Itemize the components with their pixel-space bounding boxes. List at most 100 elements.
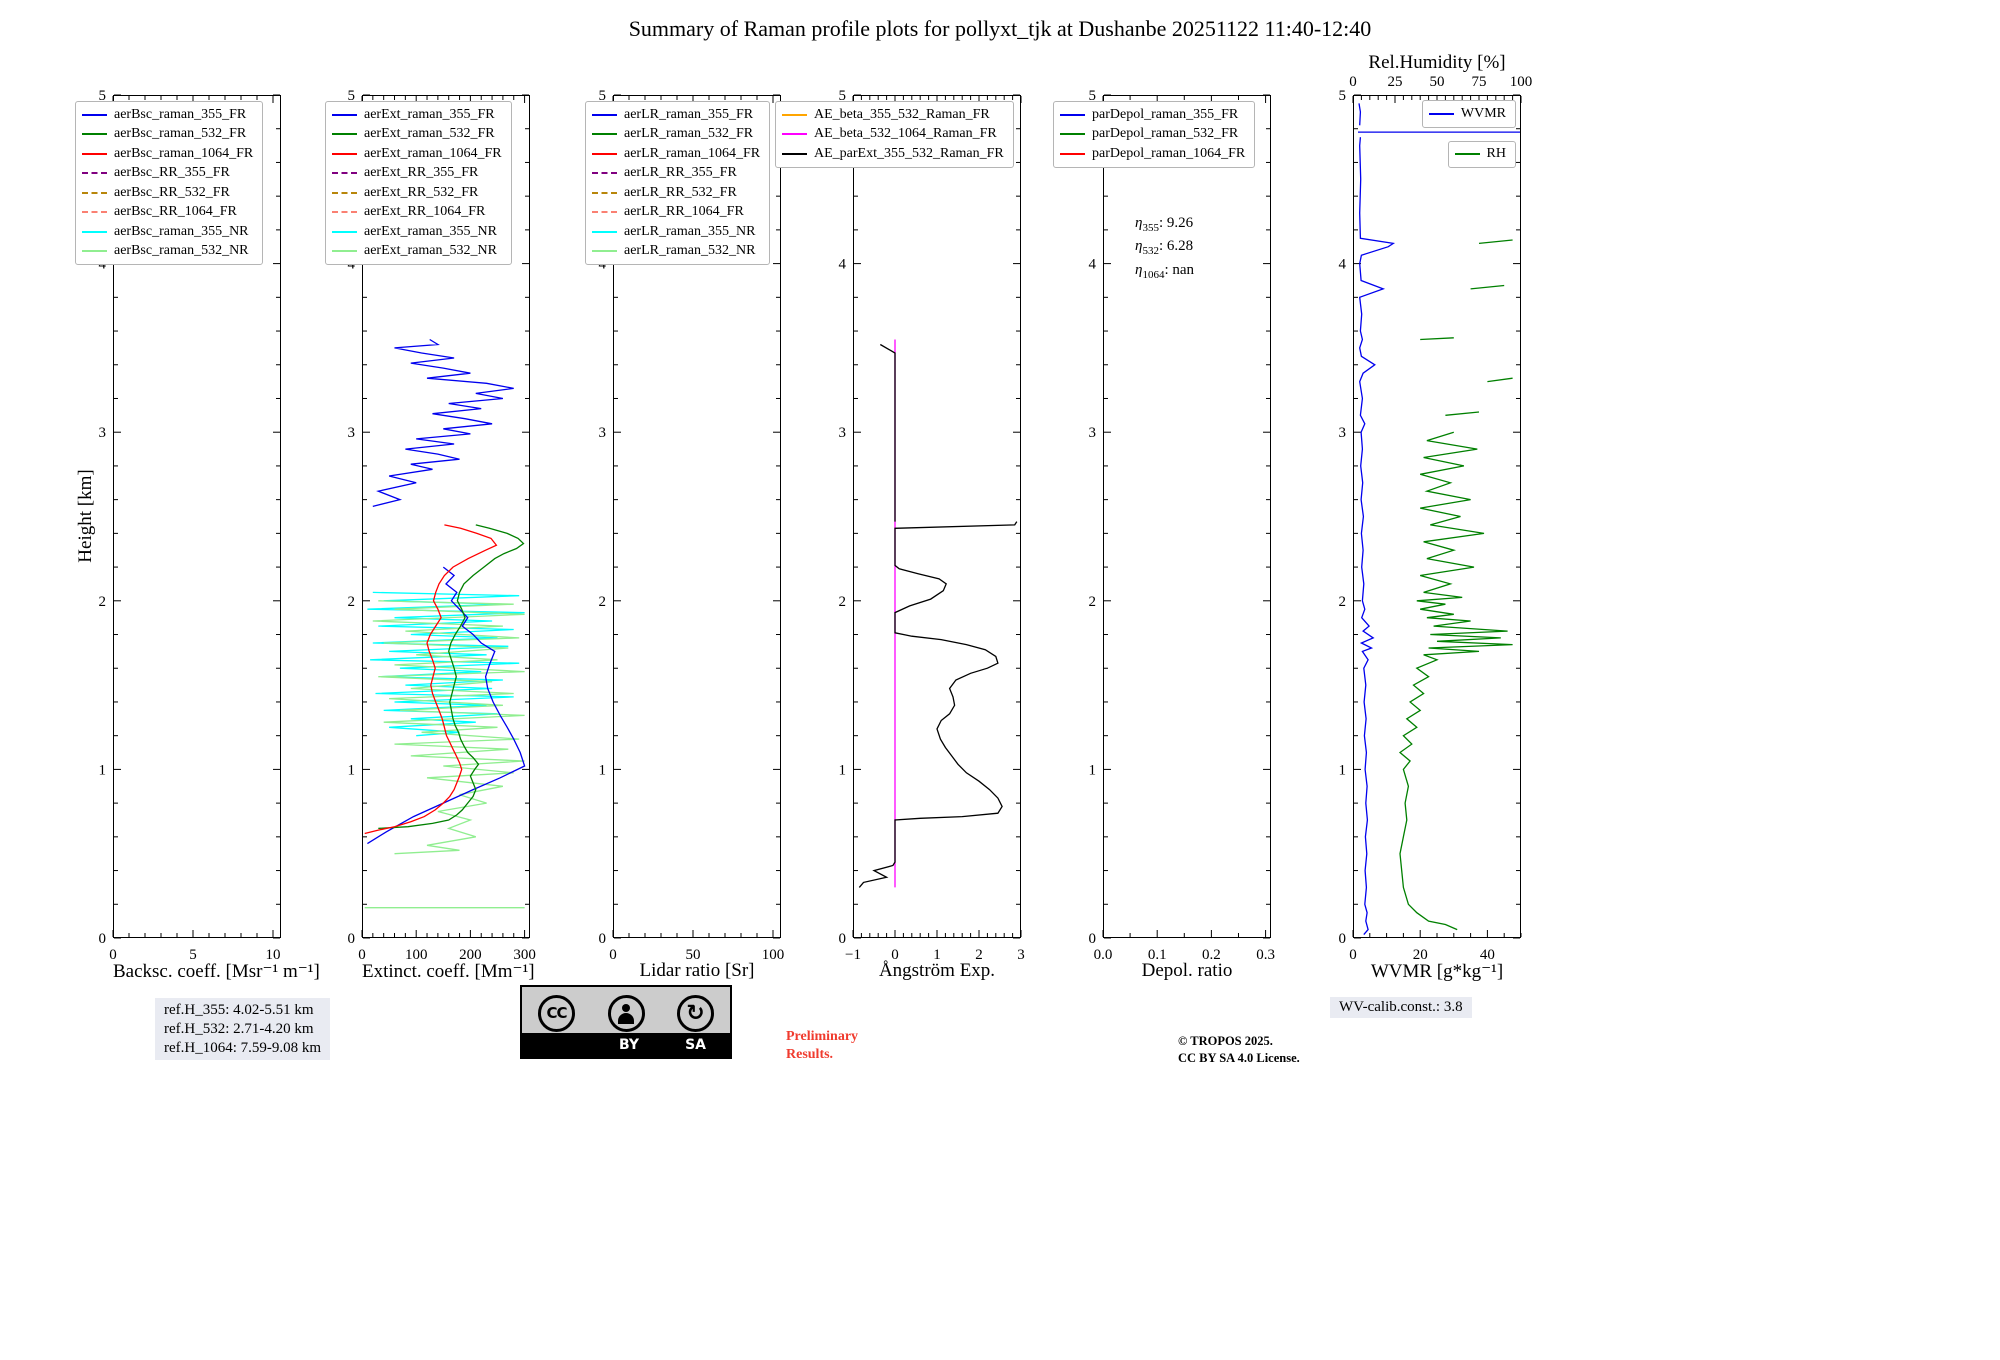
- y-tick-label: 2: [599, 594, 607, 610]
- x-tick-label: 0: [109, 947, 117, 963]
- legend-line-sample: [332, 250, 357, 253]
- x-tick-label: 100: [405, 947, 428, 963]
- legend-box: parDepol_raman_355_FR parDepol_raman_532_…: [1053, 101, 1256, 168]
- legend-line-sample: [1060, 133, 1085, 136]
- x-tick-label: 0.0: [1094, 947, 1113, 963]
- y-tick-label: 4: [1339, 257, 1347, 273]
- x-tick-label: 50: [686, 947, 701, 963]
- legend-label: AE_beta_532_1064_Raman_FR: [814, 126, 997, 142]
- legend-line-sample: [592, 230, 617, 233]
- legend-item-aerLR_RR_355_FR: aerLR_RR_355_FR: [592, 164, 760, 184]
- legend-item-aerBsc_raman_355_NR: aerBsc_raman_355_NR: [82, 222, 253, 242]
- legend-label: aerLR_raman_355_FR: [624, 106, 754, 122]
- legend-label: aerBsc_RR_1064_FR: [114, 204, 237, 220]
- y-tick-label: 3: [599, 425, 607, 441]
- y-tick-label: 2: [348, 594, 356, 610]
- legend-label: aerLR_RR_355_FR: [624, 165, 737, 181]
- legend-item-parDepol_raman_532_FR: parDepol_raman_532_FR: [1060, 125, 1245, 145]
- legend-line-sample: [332, 133, 357, 136]
- legend-line-sample: [82, 133, 107, 136]
- cc-by-person-icon: [607, 994, 645, 1032]
- cc-sa-label: SA: [685, 1037, 706, 1053]
- y-tick-label: 0: [99, 931, 107, 947]
- x-tick-label: 20: [1413, 947, 1428, 963]
- legend-line-sample: [1454, 153, 1480, 156]
- x-tick-label: 2: [975, 947, 983, 963]
- x-tick-label: 5: [189, 947, 197, 963]
- cc-by-label: BY: [619, 1037, 640, 1053]
- y-tick-label: 5: [1339, 88, 1347, 104]
- legend-line-sample: [332, 211, 357, 214]
- cc-sa-arrow-icon: [677, 994, 714, 1032]
- legend-item-aerExt_RR_1064_FR: aerExt_RR_1064_FR: [332, 203, 502, 223]
- y-tick-label: 5: [1089, 88, 1097, 104]
- legend-label: aerExt_RR_355_FR: [364, 165, 479, 181]
- legend-label: aerLR_raman_1064_FR: [624, 145, 761, 161]
- eta-line: η355: 9.26: [1135, 215, 1194, 234]
- legend-label: aerBsc_raman_1064_FR: [114, 145, 254, 161]
- legend-label: AE_beta_355_532_Raman_FR: [814, 106, 990, 122]
- legend-line-sample: [332, 113, 357, 116]
- legend-item-aerLR_raman_355_FR: aerLR_raman_355_FR: [592, 105, 760, 125]
- x-tick-label: 10: [266, 947, 281, 963]
- legend-label: aerExt_raman_355_FR: [364, 106, 495, 122]
- y-tick-label: 3: [839, 425, 847, 441]
- legend-box: WVMR: [1421, 100, 1516, 128]
- preliminary-results-note: Preliminary Results.: [786, 1029, 859, 1062]
- legend-label: RH: [1486, 146, 1506, 162]
- legend-item-aerBsc_RR_355_FR: aerBsc_RR_355_FR: [82, 164, 253, 184]
- cc-license-badge: CC BY SA: [520, 985, 732, 1059]
- legend-stack: WVMR RH: [1421, 100, 1516, 168]
- y-tick-label: 1: [1089, 762, 1097, 778]
- legend-item-aerBsc_raman_1064_FR: aerBsc_raman_1064_FR: [82, 144, 253, 164]
- x-tick-label: 3: [1017, 947, 1025, 963]
- top-tick-label: 75: [1472, 74, 1487, 90]
- legend-line-sample: [782, 113, 807, 116]
- legend-item-aerLR_RR_532_FR: aerLR_RR_532_FR: [592, 183, 760, 203]
- x-axis-label-extinction: Extinct. coeff. [Mm⁻¹]: [362, 961, 535, 982]
- y-tick-label: 1: [839, 762, 847, 778]
- plot-area: 0 1 2 3 4 5 0.0 0.1 0.2 0.3: [1089, 88, 1275, 963]
- panel-angstrom: 0 1 2 3 4 5 −1 0 1 2 3 AE_beta_355_532_Raman_FR AE_b…: [775, 88, 1025, 963]
- legend-label: aerExt_raman_532_NR: [364, 243, 497, 259]
- legend-label: parDepol_raman_355_FR: [1092, 106, 1239, 122]
- y-tick-label: 0: [348, 931, 356, 947]
- series-AE_parExt_355_532_Raman_FR: [858, 343, 1018, 888]
- legend-item-aerBsc_RR_532_FR: aerBsc_RR_532_FR: [82, 183, 253, 203]
- y-tick-label: 0: [1089, 931, 1097, 947]
- series-aerExt_raman_532_NR: [364, 600, 525, 909]
- y-axis-label: Height [km]: [75, 469, 96, 563]
- wv-calibration-constant: WV-calib.const.: 3.8: [1330, 997, 1472, 1018]
- x-tick-label: 0: [609, 947, 617, 963]
- y-tick-label: 5: [99, 88, 107, 104]
- legend-line-sample: [782, 133, 807, 136]
- series-WVMR: [1358, 103, 1521, 936]
- y-tick-label: 1: [99, 762, 107, 778]
- y-tick-label: 3: [1089, 425, 1097, 441]
- cc-badge-labels: BY SA: [522, 1033, 730, 1057]
- x-axis-label-wvmr: WVMR [g*kg⁻¹]: [1370, 961, 1504, 982]
- legend-item-aerExt_raman_532_NR: aerExt_raman_532_NR: [332, 242, 502, 262]
- legend-label: aerBsc_RR_355_FR: [114, 165, 230, 181]
- legend-box: RH: [1447, 140, 1516, 168]
- legend-item-parDepol_raman_1064_FR: parDepol_raman_1064_FR: [1060, 144, 1245, 164]
- y-tick-label: 4: [839, 257, 847, 273]
- x-tick-label: 100: [762, 947, 785, 963]
- y-tick-label: 1: [1339, 762, 1347, 778]
- series-aerExt_raman_355_FR: [367, 338, 526, 845]
- y-tick-label: 0: [599, 931, 607, 947]
- legend-item-RH: RH: [1454, 145, 1506, 165]
- y-tick-label: 2: [839, 594, 847, 610]
- legend-line-sample: [332, 172, 357, 175]
- x-tick-label: 0.1: [1148, 947, 1167, 963]
- x-axis-label-lidar-ratio: Lidar ratio [Sr]: [639, 960, 755, 981]
- legend-item-AE_parExt_355_532_Raman_FR: AE_parExt_355_532_Raman_FR: [782, 144, 1004, 164]
- ref-height-532: ref.H_532: 2.71-4.20 km: [164, 1020, 314, 1037]
- x-tick-label: 0: [358, 947, 366, 963]
- top-tick-label: 50: [1430, 74, 1445, 90]
- legend-label: aerLR_raman_532_NR: [624, 243, 756, 259]
- legend-item-aerExt_raman_355_NR: aerExt_raman_355_NR: [332, 222, 502, 242]
- legend-label: WVMR: [1460, 105, 1506, 121]
